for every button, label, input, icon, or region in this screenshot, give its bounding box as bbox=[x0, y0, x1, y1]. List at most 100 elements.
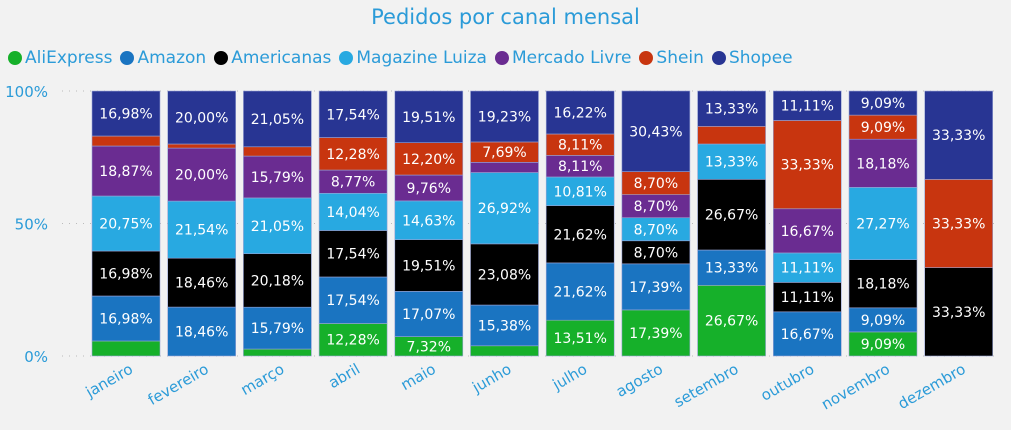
legend-item[interactable]: Shein bbox=[639, 48, 704, 68]
bar-segment bbox=[318, 192, 388, 231]
data-label: 18,46% bbox=[175, 325, 228, 341]
bar-segment bbox=[91, 250, 161, 297]
legend-item[interactable]: Mercado Livre bbox=[494, 48, 631, 68]
bar-segment bbox=[848, 90, 918, 116]
data-label: 8,11% bbox=[558, 159, 602, 175]
data-label: 18,46% bbox=[175, 276, 228, 292]
data-label: 33,33% bbox=[781, 158, 834, 174]
bar-segment bbox=[243, 253, 312, 308]
bar-segment bbox=[772, 90, 842, 121]
x-tick-label: dezembro bbox=[895, 360, 969, 413]
bar-segment bbox=[243, 155, 312, 199]
bar-segment bbox=[772, 252, 842, 283]
data-label: 8,11% bbox=[558, 138, 602, 154]
bar-segment bbox=[394, 291, 464, 337]
data-label: 11,11% bbox=[781, 99, 834, 115]
data-label: 13,33% bbox=[705, 261, 758, 277]
bar-segment bbox=[621, 309, 691, 357]
legend-label: Shopee bbox=[728, 48, 793, 68]
legend-label: AliExpress bbox=[25, 48, 113, 68]
data-label: 9,09% bbox=[861, 120, 905, 136]
data-label: 13,33% bbox=[705, 102, 758, 118]
bar-segment bbox=[772, 311, 842, 357]
data-label: 18,18% bbox=[856, 277, 909, 293]
data-label: 15,38% bbox=[478, 318, 531, 334]
bar-segment bbox=[91, 340, 161, 357]
bar-segment bbox=[697, 90, 766, 127]
bar-segment bbox=[697, 179, 766, 251]
x-tick-label: janeiro bbox=[82, 360, 136, 402]
bar-segment bbox=[848, 331, 918, 357]
bar-segment bbox=[243, 90, 312, 148]
data-label: 13,51% bbox=[554, 331, 607, 347]
bar-segment bbox=[697, 249, 766, 286]
data-label: 10,81% bbox=[554, 184, 607, 200]
data-label: 16,98% bbox=[99, 312, 152, 328]
data-label: 8,77% bbox=[331, 175, 375, 191]
legend-marker bbox=[8, 51, 22, 65]
bar-segment bbox=[318, 90, 388, 138]
legend-marker bbox=[214, 51, 229, 65]
data-label: 21,62% bbox=[554, 285, 607, 301]
legend-item[interactable]: Americanas bbox=[214, 48, 331, 68]
data-label: 18,87% bbox=[99, 164, 152, 180]
bar-segment bbox=[545, 90, 615, 135]
bar-segment bbox=[91, 195, 161, 252]
legend-marker bbox=[494, 51, 509, 65]
data-label: 17,54% bbox=[326, 293, 379, 309]
data-label: 13,33% bbox=[705, 155, 758, 171]
data-label: 15,79% bbox=[251, 321, 304, 337]
bar-segment bbox=[772, 208, 842, 254]
legend-marker bbox=[339, 51, 354, 65]
data-label: 17,54% bbox=[326, 107, 379, 123]
bar-segment bbox=[394, 200, 464, 240]
data-label: 16,67% bbox=[781, 224, 834, 240]
bar-segment bbox=[167, 200, 236, 259]
bar-segment bbox=[470, 304, 539, 347]
bar-segment bbox=[848, 138, 918, 188]
data-label: 12,20% bbox=[402, 152, 455, 168]
x-tick-label: abril bbox=[325, 360, 363, 392]
bar-segment bbox=[848, 114, 918, 140]
legend-marker bbox=[711, 51, 726, 65]
bar-segment bbox=[243, 306, 312, 350]
data-label: 23,08% bbox=[478, 267, 531, 283]
data-label: 21,62% bbox=[554, 227, 607, 243]
bar-segment bbox=[394, 174, 464, 202]
bar-segment bbox=[243, 348, 312, 357]
bar-segment bbox=[470, 345, 539, 357]
bar-segment bbox=[697, 143, 766, 180]
data-label: 20,18% bbox=[251, 273, 304, 289]
bar-segment bbox=[91, 90, 161, 137]
bar-segment bbox=[924, 90, 994, 180]
data-label: 9,09% bbox=[861, 337, 905, 353]
legend-marker bbox=[639, 51, 654, 65]
bar-segment bbox=[772, 120, 842, 210]
bar-segment bbox=[243, 197, 312, 255]
bar-segment bbox=[243, 146, 312, 157]
data-label: 9,76% bbox=[407, 181, 451, 197]
bar-segment bbox=[91, 145, 161, 197]
data-label: 16,67% bbox=[781, 327, 834, 343]
legend: AliExpress Amazon Americanas Magazine Luiza… bbox=[8, 48, 801, 68]
bar-segment bbox=[545, 319, 615, 357]
data-label: 20,75% bbox=[99, 217, 152, 233]
data-label: 20,00% bbox=[175, 168, 228, 184]
bar-segment bbox=[470, 172, 539, 245]
bar-segment bbox=[545, 176, 615, 206]
data-label: 8,70% bbox=[634, 199, 678, 215]
legend-label: Magazine Luiza bbox=[356, 48, 487, 68]
legend-item[interactable]: Shopee bbox=[711, 48, 793, 68]
data-label: 11,11% bbox=[781, 261, 834, 277]
legend-item[interactable]: Amazon bbox=[120, 48, 206, 68]
legend-item[interactable]: Magazine Luiza bbox=[339, 48, 487, 68]
legend-item[interactable]: AliExpress bbox=[8, 48, 112, 68]
bar-segment bbox=[167, 306, 236, 357]
bar-segment bbox=[697, 285, 766, 357]
data-label: 26,67% bbox=[705, 314, 758, 330]
bar-segment bbox=[167, 257, 236, 308]
data-label: 8,70% bbox=[634, 245, 678, 261]
data-label: 30,43% bbox=[629, 124, 682, 140]
data-label: 8,70% bbox=[634, 222, 678, 238]
